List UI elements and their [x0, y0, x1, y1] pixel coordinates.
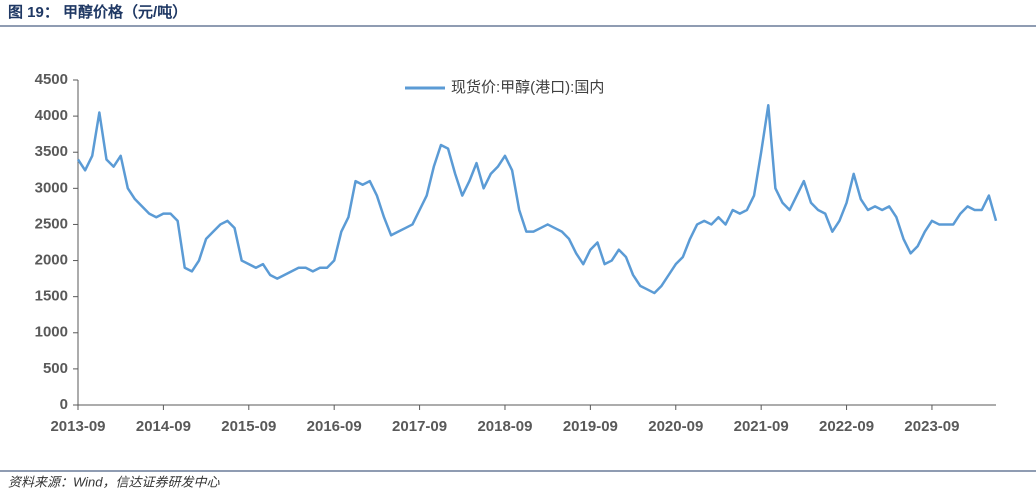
- x-tick-label: 2013-09: [50, 418, 105, 435]
- y-tick-label: 4000: [35, 107, 68, 124]
- source-note: 资料来源：Wind，信达证券研发中心: [8, 474, 221, 489]
- y-tick-label: 0: [60, 396, 68, 413]
- y-tick-label: 3000: [35, 179, 68, 196]
- series-line: [76, 104, 998, 295]
- x-tick-label: 2020-09: [648, 418, 703, 435]
- x-tick-label: 2014-09: [136, 418, 191, 435]
- x-tick-label: 2019-09: [563, 418, 618, 435]
- chart-title: 图 19： 甲醇价格（元/吨）: [8, 3, 187, 21]
- legend-label: 现货价:甲醇(港口):国内: [451, 79, 604, 96]
- x-tick-label: 2015-09: [221, 418, 276, 435]
- y-tick-label: 3500: [35, 143, 68, 160]
- y-tick-label: 4500: [35, 71, 68, 88]
- y-tick-label: 1500: [35, 288, 68, 305]
- y-tick-label: 2000: [35, 252, 68, 269]
- x-tick-label: 2018-09: [477, 418, 532, 435]
- y-tick-label: 2500: [35, 215, 68, 232]
- y-tick-label: 1000: [35, 324, 68, 341]
- x-tick-label: 2021-09: [734, 418, 789, 435]
- y-tick-label: 500: [43, 360, 68, 377]
- x-tick-label: 2016-09: [307, 418, 362, 435]
- x-tick-label: 2023-09: [904, 418, 959, 435]
- x-tick-label: 2017-09: [392, 418, 447, 435]
- x-tick-label: 2022-09: [819, 418, 874, 435]
